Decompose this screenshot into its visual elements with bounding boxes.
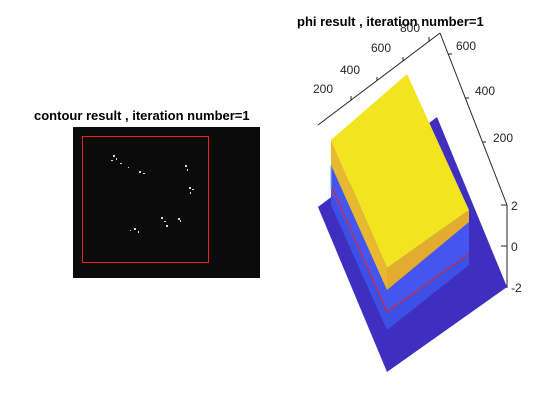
plateau-left-edge — [331, 140, 387, 290]
top-axis-tick-label: 400 — [340, 63, 360, 77]
z-axis-tick-label: -2 — [511, 281, 522, 295]
right-axis-tick-marks — [448, 53, 486, 143]
top-axis-tick-label: 800 — [400, 21, 420, 35]
phi-surface — [318, 74, 507, 372]
zero-level-contour — [330, 184, 470, 313]
left-plot-title: contour result , iteration number=1 — [34, 108, 250, 123]
top-axis-tick-label: 200 — [313, 82, 333, 96]
top-axis-tick-marks — [350, 37, 430, 100]
right-axis-tick-label: 200 — [493, 131, 513, 145]
plateau-front-side — [331, 140, 469, 313]
z-axis-tick-label: 2 — [511, 199, 518, 213]
z-axis-tick-label: 0 — [511, 240, 518, 254]
contour-image-panel — [73, 127, 260, 278]
contour-overlay — [82, 136, 209, 263]
plateau-front-edge — [387, 210, 469, 290]
right-axis-tick-label: 400 — [475, 84, 495, 98]
right-plot-title: phi result , iteration number=1 — [297, 14, 484, 29]
plateau-top — [331, 74, 469, 268]
image-speckles — [111, 155, 194, 233]
right-axis-tick-label: 600 — [456, 39, 476, 53]
plateau-lower-side — [331, 192, 469, 330]
contour-rectangle — [82, 136, 209, 263]
top-axis-tick-label: 600 — [371, 41, 391, 55]
